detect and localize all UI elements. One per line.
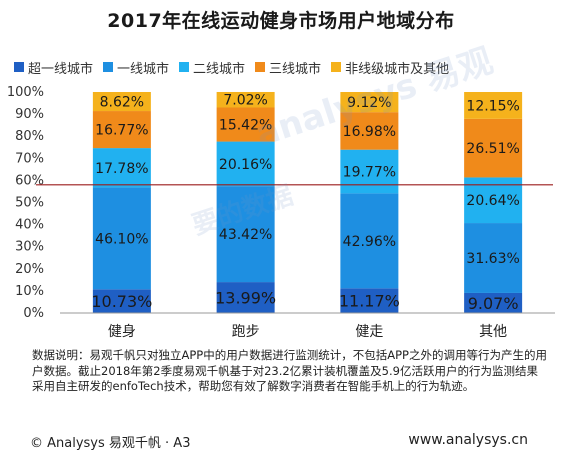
data-label-2-2: 19.77% — [343, 165, 396, 181]
footer-copyright: © Analysys 易观千帆 · A3 — [30, 436, 191, 451]
legend-item-1: 一线城市 — [103, 58, 169, 77]
chart-legend: 超一线城市 一线城市 二线城市 三线城市 非线级城市及其他 — [14, 58, 554, 77]
legend-swatch — [255, 62, 266, 72]
legend-item-2: 二线城市 — [179, 58, 245, 77]
bar-segment-3-0 — [92, 111, 151, 149]
legend-label: 非线级城市及其他 — [345, 61, 450, 77]
data-label-3-1: 15.42% — [219, 118, 272, 134]
bar-segment-2-0 — [92, 148, 151, 188]
y-tick-label: 80% — [15, 129, 44, 144]
legend-label: 三线城市 — [269, 61, 322, 77]
bar-segment-1-2 — [340, 193, 399, 289]
legend-label: 二线城市 — [193, 61, 246, 77]
data-note: 数据说明：易观千帆只对独立APP中的用户数据进行监测统计，不包括APP之外的调用… — [32, 348, 547, 393]
data-label-0-3: 9.07% — [468, 294, 519, 313]
y-tick-label: 50% — [15, 196, 44, 211]
data-label-1-2: 42.96% — [343, 234, 396, 250]
y-tick-label: 40% — [15, 218, 44, 233]
data-label-0-2: 11.17% — [339, 292, 400, 311]
legend-label: 一线城市 — [117, 61, 170, 77]
legend-item-4: 非线级城市及其他 — [331, 58, 449, 77]
y-tick-label: 20% — [15, 262, 44, 277]
x-tick-label: 其他 — [479, 324, 507, 340]
y-tick-label: 90% — [15, 107, 44, 122]
x-tick-label: 健身 — [108, 324, 136, 340]
bar-segment-1-3 — [464, 223, 523, 293]
bar-segment-4-3 — [464, 92, 523, 119]
bar-segment-3-2 — [340, 112, 399, 150]
data-label-1-0: 46.10% — [95, 231, 148, 247]
bar-segment-0-2 — [340, 288, 399, 313]
y-tick-label: 70% — [15, 151, 44, 166]
y-tick-label: 30% — [15, 240, 44, 255]
data-label-4-0: 8.62% — [100, 95, 144, 111]
data-label-0-0: 10.73% — [91, 292, 152, 311]
data-label-3-2: 16.98% — [343, 124, 396, 140]
legend-item-3: 三线城市 — [255, 58, 321, 77]
bar-segment-2-2 — [340, 149, 399, 194]
y-tick-label: 0% — [23, 306, 44, 321]
bar-segment-0-3 — [464, 292, 523, 313]
bar-segment-4-0 — [92, 92, 151, 112]
y-tick-label: 100% — [7, 85, 44, 100]
legend-swatch — [14, 62, 24, 72]
bar-segment-1-1 — [216, 186, 275, 283]
data-label-2-0: 17.78% — [95, 161, 148, 177]
y-tick-label: 60% — [15, 173, 44, 188]
legend-swatch — [179, 62, 190, 72]
data-label-4-1: 7.02% — [223, 93, 267, 109]
y-tick-label: 10% — [15, 284, 44, 299]
bar-segment-0-1 — [216, 282, 275, 313]
data-label-3-0: 16.77% — [95, 123, 148, 139]
bar-segment-0-0 — [92, 289, 151, 313]
bar-segment-1-0 — [92, 187, 151, 290]
bar-segment-3-3 — [464, 118, 523, 178]
data-label-3-3: 26.51% — [466, 141, 519, 157]
bar-segment-2-1 — [216, 141, 275, 187]
bar-segment-4-2 — [340, 92, 399, 113]
legend-item-0: 超一线城市 — [14, 58, 93, 77]
data-label-0-1: 13.99% — [215, 289, 276, 308]
bar-segment-4-1 — [216, 91, 275, 108]
bar-segment-3-1 — [216, 107, 275, 142]
data-label-2-3: 20.64% — [466, 193, 519, 209]
data-label-4-2: 9.12% — [347, 95, 391, 111]
footer-website: www.analysys.cn — [408, 432, 528, 448]
legend-swatch — [331, 62, 342, 72]
legend-label: 超一线城市 — [28, 61, 94, 77]
data-label-2-1: 20.16% — [219, 157, 272, 173]
data-label-1-1: 43.42% — [219, 227, 272, 243]
chart-title: 2017年在线运动健身市场用户地域分布 — [107, 10, 455, 32]
x-tick-label: 跑步 — [232, 324, 260, 340]
data-label-4-3: 12.15% — [466, 98, 519, 114]
data-label-1-3: 31.63% — [466, 251, 519, 267]
legend-swatch — [103, 62, 114, 72]
x-tick-label: 健走 — [355, 324, 383, 340]
